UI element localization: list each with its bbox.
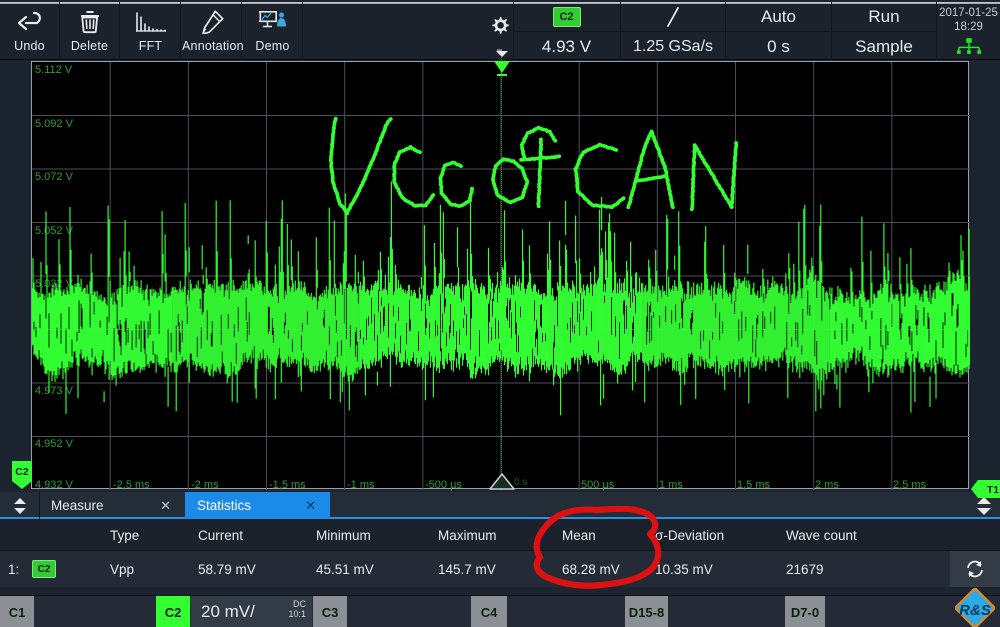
svg-text:C2: C2	[15, 466, 29, 478]
svg-text:T1: T1	[987, 484, 999, 496]
svg-text:R&S: R&S	[959, 602, 991, 619]
